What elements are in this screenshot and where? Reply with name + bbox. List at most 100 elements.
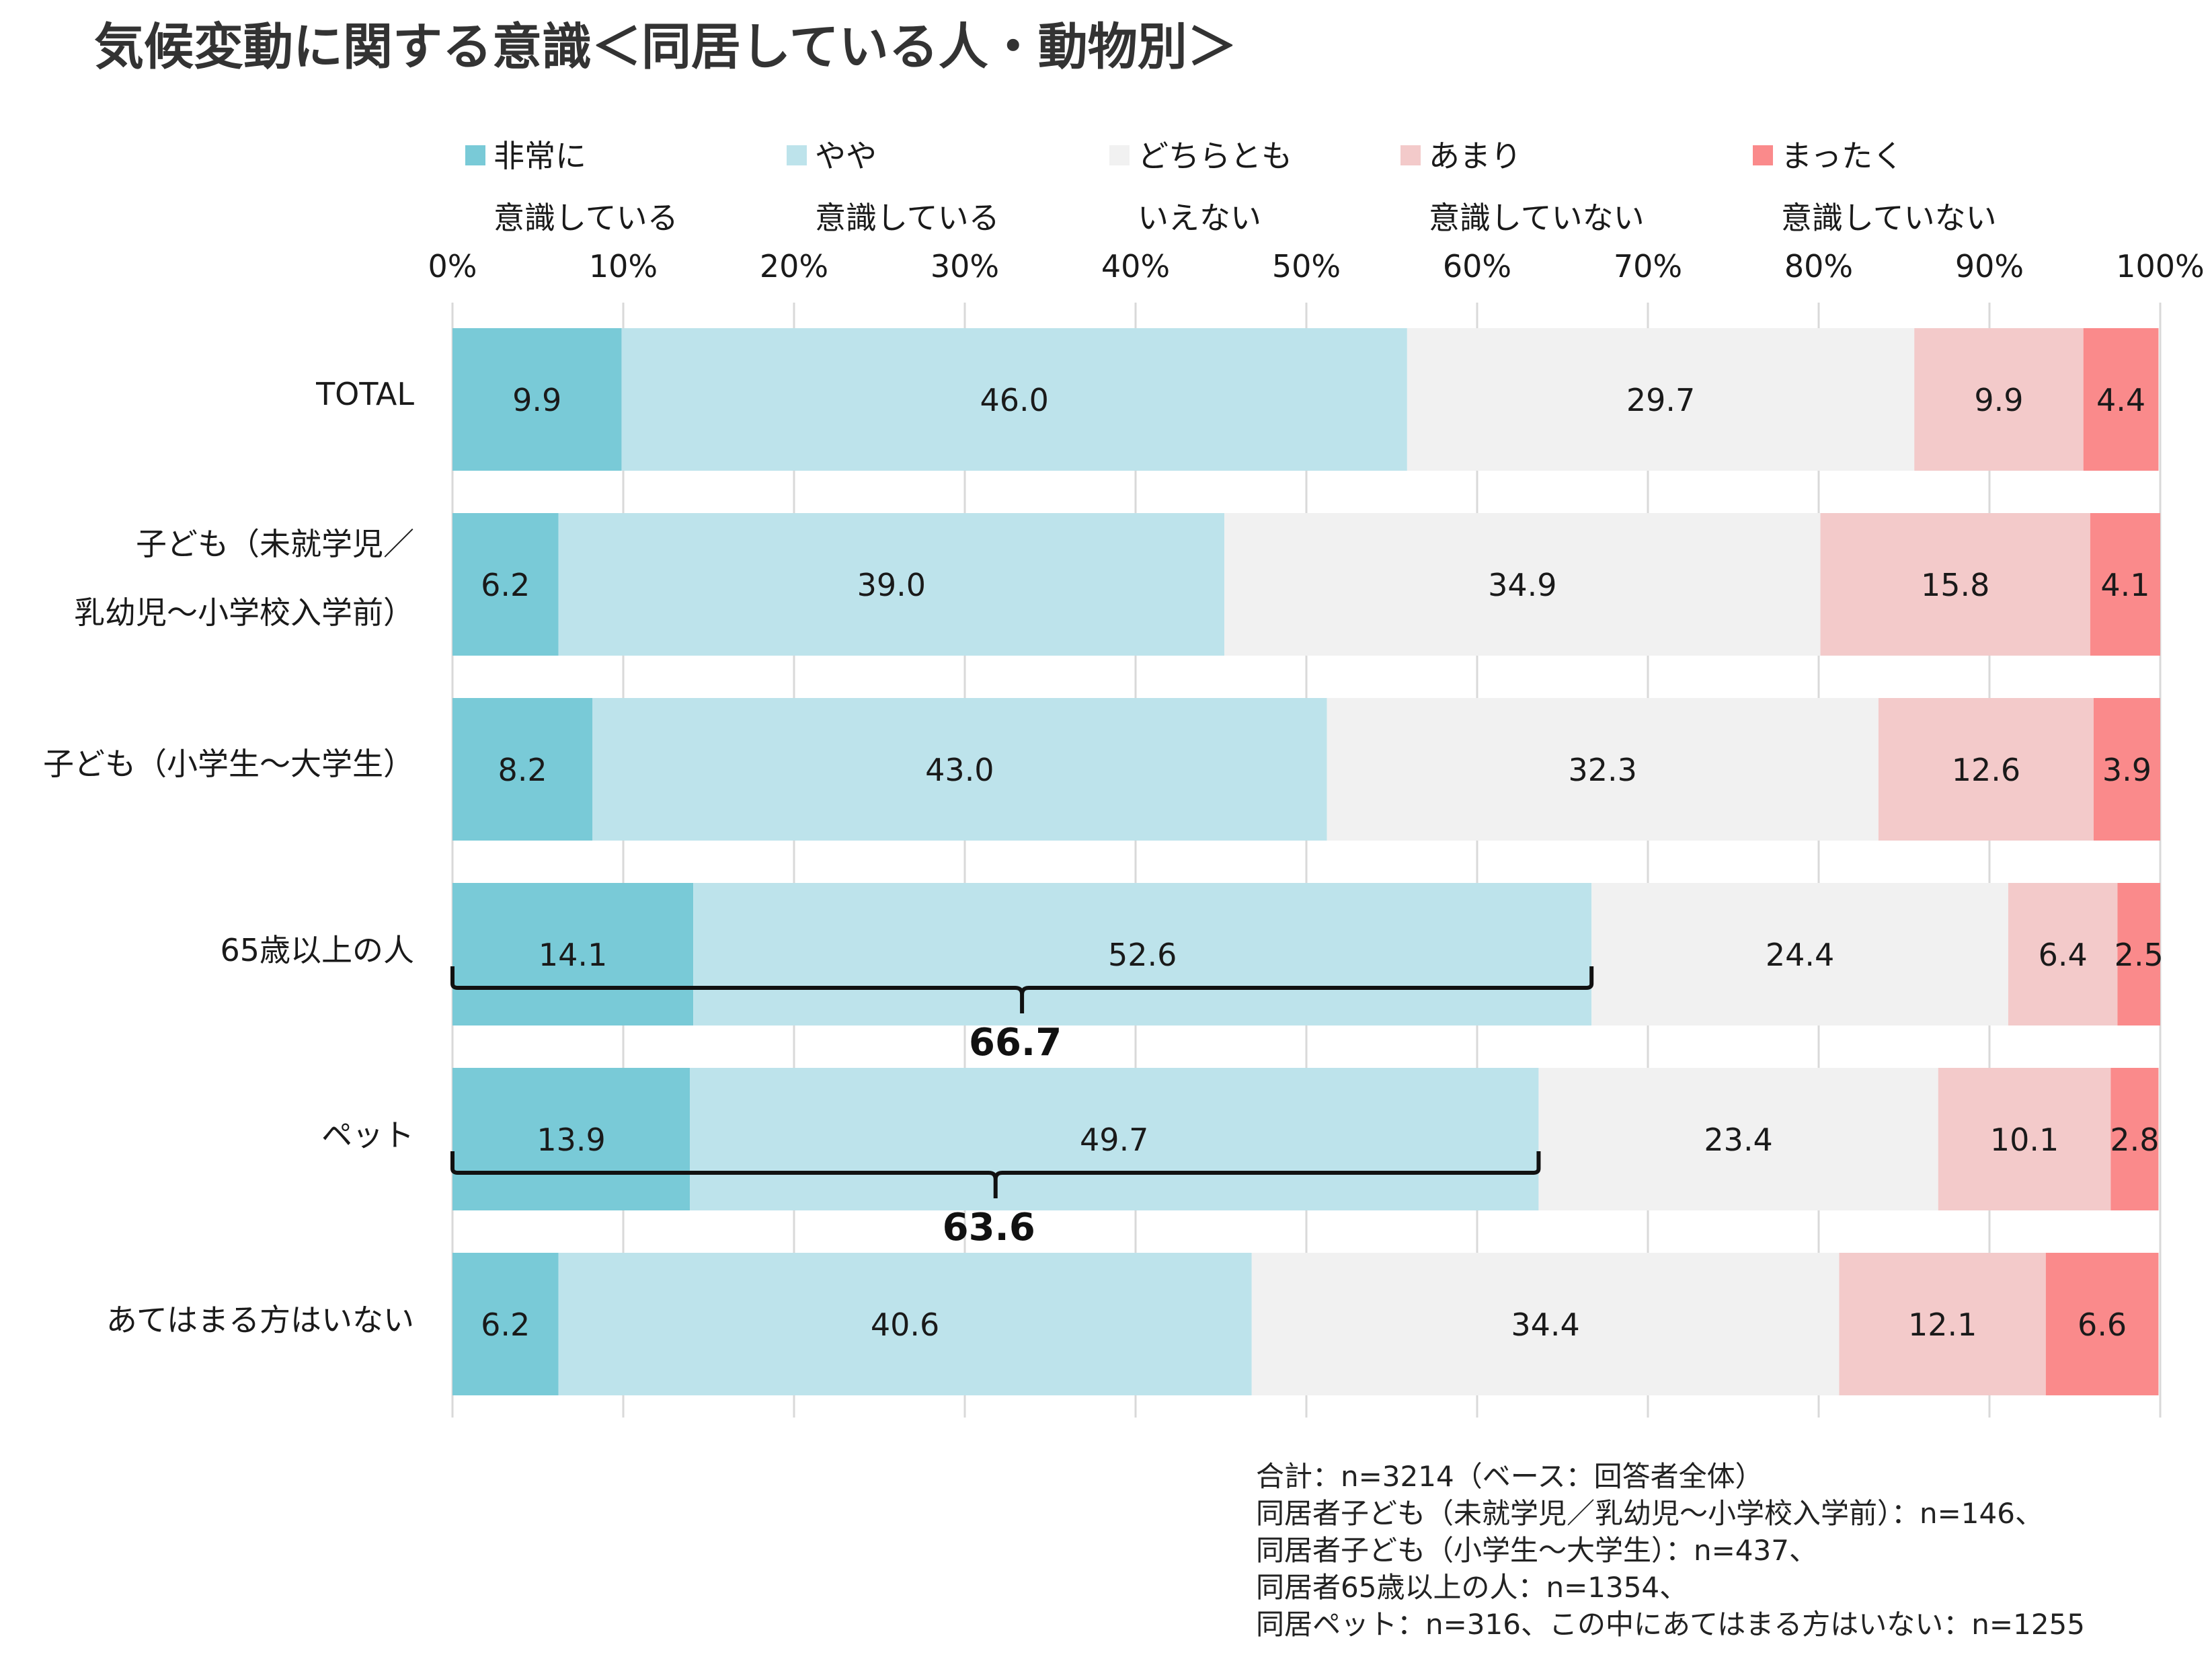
category-label: 子ども（未就学児／ [136, 526, 414, 562]
category-label: 65歳以上の人 [220, 932, 414, 968]
bar-segment [690, 1068, 1539, 1210]
x-tick-label: 10% [589, 248, 658, 284]
bar-segment [693, 883, 1592, 1025]
data-label: 6.4 [2039, 937, 2088, 973]
data-label: 3.9 [2102, 752, 2151, 788]
bar-segment [1251, 1253, 1840, 1395]
data-label: 6.2 [481, 567, 530, 603]
bar-segment [2093, 698, 2160, 841]
category-label: TOTAL [315, 376, 414, 412]
data-label: 2.5 [2115, 937, 2164, 973]
data-label: 4.4 [2096, 382, 2145, 418]
data-label: 23.4 [1704, 1122, 1772, 1158]
x-tick-label: 60% [1443, 248, 1511, 284]
x-tick-label: 90% [1955, 248, 2024, 284]
bar-segment [558, 513, 1225, 656]
bar-segment [1538, 1068, 1938, 1210]
data-label: 52.6 [1108, 937, 1177, 973]
annotations: 66.7 63.6 [450, 966, 1594, 1249]
bar-segment [2117, 883, 2160, 1025]
bar-segment [2045, 1253, 2159, 1395]
legend-label: どちらとも [1138, 138, 1292, 174]
legend-label: 意識している [493, 200, 678, 236]
footnote: 合計：n=3214（ベース：回答者全体） 同居者子ども（未就学児／乳幼児〜小学校入… [1256, 1458, 2085, 1643]
bars [452, 328, 2160, 1395]
legend-swatch [1400, 145, 1421, 165]
data-label: 12.1 [1908, 1307, 1977, 1343]
bar-segment [1820, 513, 2090, 656]
bar-segment [452, 328, 622, 471]
data-label: 34.4 [1511, 1307, 1579, 1343]
data-label: 9.9 [1974, 382, 2023, 418]
data-label: 46.0 [980, 382, 1048, 418]
data-label: 29.7 [1626, 382, 1695, 418]
bar-segment [452, 883, 694, 1025]
x-axis-ticks: 0% 10% 20% 30% 40% 50% 60% 70% 80% 90% 100% [428, 248, 2205, 284]
legend-label: いえない [1138, 200, 1261, 236]
footnote-line: 同居者子ども（小学生〜大学生）：n=437、 [1256, 1534, 1817, 1567]
data-label: 49.7 [1080, 1122, 1148, 1158]
bar-segment [2083, 328, 2159, 471]
x-tick-label: 20% [760, 248, 828, 284]
x-tick-label: 40% [1101, 248, 1170, 284]
footnote-line: 同居者65歳以上の人：n=1354、 [1256, 1571, 1688, 1604]
legend-label: 意識していない [1429, 200, 1645, 236]
x-tick-label: 0% [428, 248, 477, 284]
data-label: 32.3 [1568, 752, 1636, 788]
bar-segment [452, 1068, 690, 1210]
data-label: 24.4 [1766, 937, 1834, 973]
legend-swatch [1109, 145, 1130, 165]
footnote-line: 同居者子ども（未就学児／乳幼児〜小学校入学前）：n=146、 [1256, 1497, 2043, 1530]
category-label: 乳幼児〜小学校入学前） [74, 594, 414, 631]
legend-swatch [1753, 145, 1773, 165]
data-label: 43.0 [925, 752, 994, 788]
legend-swatch [465, 145, 485, 165]
gridlines [451, 303, 2162, 1418]
bracket-annotation [450, 1151, 1541, 1198]
x-tick-label: 100% [2116, 248, 2205, 284]
bar-segment [1591, 883, 2008, 1025]
x-tick-label: 70% [1614, 248, 1682, 284]
footnote-line: 同居ペット：n=316、この中にあてはまる方はいない：n=1255 [1256, 1608, 2085, 1641]
legend-label: 非常に [493, 138, 586, 174]
bar-segment [2110, 1068, 2159, 1210]
bar-segment [592, 698, 1327, 841]
bar-segment [558, 1253, 1252, 1395]
bar-segment [1938, 1068, 2111, 1210]
data-label: 34.9 [1488, 567, 1556, 603]
data-label: 15.8 [1921, 567, 1989, 603]
bar-segment [452, 698, 593, 841]
legend-label: 意識していない [1781, 200, 1997, 236]
data-label: 4.1 [2100, 567, 2149, 603]
legend-swatch [787, 145, 807, 165]
x-tick-label: 30% [931, 248, 999, 284]
category-label: ペット [321, 1117, 414, 1153]
data-label: 9.9 [512, 382, 561, 418]
data-label: 2.8 [2110, 1122, 2159, 1158]
data-label: 6.2 [481, 1307, 530, 1343]
bar-segment [1914, 328, 2084, 471]
category-label: あてはまる方はいない [106, 1302, 414, 1338]
data-labels: 9.9 46.0 29.7 9.9 4.4 6.2 39.0 34.9 15.8 4.1 8.2 43… [481, 382, 2164, 1343]
x-tick-label: 80% [1784, 248, 1853, 284]
annotation-label: 66.7 [969, 1021, 1062, 1064]
footnote-line: 合計：n=3214（ベース：回答者全体） [1256, 1460, 1764, 1493]
bar-segment [2008, 883, 2118, 1025]
data-label: 14.1 [539, 937, 607, 973]
legend-label: あまり [1429, 138, 1522, 174]
bar-segment [1839, 1253, 2046, 1395]
bar-segment [452, 1253, 559, 1395]
chart-title: 気候変動に関する意識＜同居している人・動物別＞ [94, 18, 1237, 76]
x-tick-label: 50% [1272, 248, 1341, 284]
data-label: 39.0 [857, 567, 926, 603]
bar-segment [1878, 698, 2094, 841]
data-label: 10.1 [1990, 1122, 2059, 1158]
data-label: 13.9 [537, 1122, 605, 1158]
annotation-label: 63.6 [943, 1206, 1035, 1249]
bar-segment [452, 513, 559, 656]
bracket-annotation [450, 966, 1594, 1013]
data-label: 12.6 [1952, 752, 2020, 788]
legend-label: やや [815, 138, 877, 174]
bar-segment [1224, 513, 1821, 656]
bar-segment [621, 328, 1407, 471]
